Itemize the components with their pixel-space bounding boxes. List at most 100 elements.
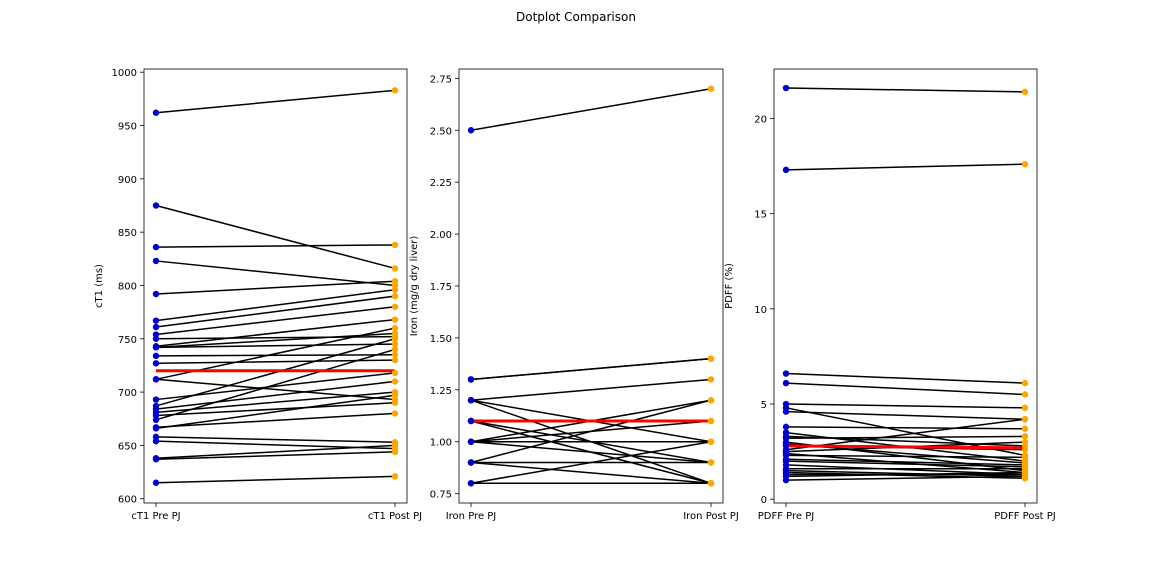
pre-point	[782, 476, 790, 484]
pair-line	[155, 204, 396, 270]
pre-point	[467, 480, 475, 487]
axes-frame	[773, 68, 1038, 504]
pre-point	[782, 408, 790, 415]
post-point	[391, 286, 399, 293]
pair-line	[155, 338, 396, 407]
axes-frame	[458, 68, 724, 504]
y-axis-label: Iron (mg/g dry liver)	[409, 236, 420, 337]
post-point	[1021, 416, 1029, 423]
pre-point	[152, 425, 160, 432]
post-point	[1021, 473, 1029, 480]
x-tick-label: cT1 Pre PJ	[131, 511, 180, 522]
pre-point	[152, 352, 160, 360]
pre-point	[782, 166, 790, 174]
post-point	[707, 376, 715, 383]
post-point	[707, 438, 715, 445]
y-tick-label: 2.00	[430, 230, 452, 241]
post-point	[391, 346, 399, 353]
post-point	[1021, 379, 1029, 387]
pair-line	[470, 461, 712, 485]
axes-frame	[143, 68, 408, 504]
post-point	[707, 459, 715, 466]
y-tick-label: 2.25	[430, 178, 452, 189]
post-point	[1021, 404, 1029, 412]
pair-line	[785, 426, 1026, 430]
post-point	[391, 330, 399, 337]
pair-line	[785, 87, 1026, 93]
post-point	[1021, 88, 1029, 96]
post-point	[391, 241, 399, 249]
pair-line	[785, 418, 1026, 451]
pre-point	[152, 202, 160, 209]
y-tick-label: 1000	[112, 68, 137, 79]
pre-point	[782, 379, 790, 387]
pre-point	[467, 459, 475, 466]
pair-line	[785, 458, 1026, 466]
pair-line	[155, 260, 396, 287]
post-point	[707, 417, 715, 425]
y-tick-label: 950	[118, 122, 137, 133]
y-tick-label: 1.50	[430, 334, 452, 345]
y-tick-label: 5	[761, 400, 767, 411]
y-tick-label: 1.00	[430, 438, 452, 449]
y-axis-label: PDFF (%)	[724, 263, 735, 309]
median-line	[785, 444, 1026, 450]
post-point	[1021, 160, 1029, 168]
post-point	[391, 356, 399, 364]
pair-line	[155, 306, 396, 336]
pair-line	[470, 378, 712, 401]
post-point	[391, 303, 399, 310]
pair-line	[155, 343, 396, 349]
pair-line	[155, 391, 396, 414]
y-tick-label: 0.75	[430, 490, 452, 501]
pair-line	[785, 475, 1026, 481]
pair-line	[785, 454, 1026, 459]
y-tick-label: 700	[118, 388, 137, 399]
pair-line	[155, 280, 396, 295]
y-tick-label: 0	[761, 495, 767, 506]
post-point	[391, 292, 399, 300]
pair-line	[785, 471, 1026, 478]
pre-point	[152, 243, 160, 251]
y-tick-label: 850	[118, 228, 137, 239]
pair-line	[155, 444, 396, 459]
pre-point	[782, 84, 790, 92]
pre-point	[152, 109, 160, 116]
y-tick-label: 900	[118, 175, 137, 186]
y-tick-label: 20	[754, 114, 767, 125]
pre-point	[152, 416, 160, 424]
post-point	[1021, 391, 1029, 398]
post-point	[391, 473, 399, 480]
pair-line	[155, 436, 396, 443]
post-point	[391, 316, 399, 323]
post-point	[1021, 433, 1029, 440]
post-point	[1021, 425, 1029, 432]
post-point	[391, 442, 399, 449]
pair-line	[155, 475, 396, 484]
post-point	[391, 324, 399, 332]
y-tick-label: 15	[754, 210, 767, 221]
pair-line	[155, 380, 396, 410]
pair-line	[155, 412, 396, 429]
y-tick-label: 2.75	[430, 74, 452, 85]
x-tick-label: PDFF Post PJ	[994, 511, 1056, 522]
pre-point	[152, 396, 160, 403]
pre-point	[467, 438, 475, 445]
pair-line	[785, 372, 1026, 384]
post-point	[391, 448, 399, 456]
pair-line	[785, 460, 1026, 468]
y-tick-label: 800	[118, 281, 137, 292]
pair-line	[155, 244, 396, 248]
pre-point	[152, 323, 160, 331]
chart-panel-2: 0.75 1.00 1.25 1.50 1.75 2.00 2.25 2.50 2.75 Iron…	[409, 68, 739, 522]
post-point	[391, 265, 399, 272]
pair-line	[155, 394, 396, 430]
pre-point	[152, 456, 160, 463]
pre-point	[467, 417, 475, 425]
y-tick-label: 1.75	[430, 282, 452, 293]
figure-title: Dotplot Comparison	[516, 10, 636, 24]
chart-panel-1: 600 650 700 750 800 850 900 950 1000 cT1 Pre PJ cT…	[94, 68, 422, 522]
post-point	[707, 355, 715, 362]
y-axis-label: cT1 (ms)	[94, 264, 105, 308]
